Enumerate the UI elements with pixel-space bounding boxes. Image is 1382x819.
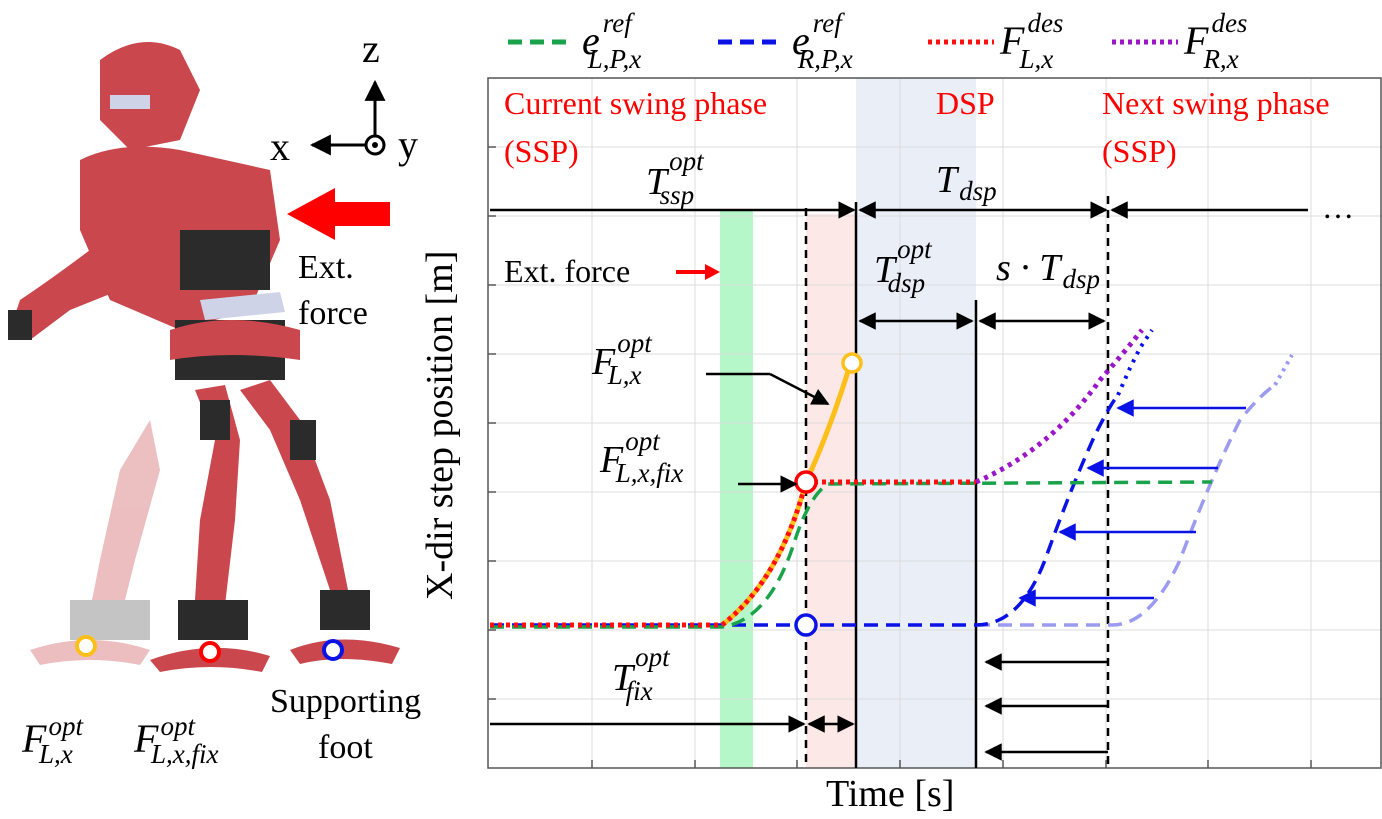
f-right-desired-line (975, 328, 1144, 485)
t-dsp-label: Tdsp (936, 159, 997, 206)
robot-marker-f-fix (199, 641, 221, 663)
robot-marker-f-opt (75, 635, 97, 657)
axis-y-label: y (398, 122, 418, 167)
robot-marker-support (322, 639, 344, 661)
phase-dsp: DSP (936, 85, 995, 121)
robot-arm (8, 250, 120, 340)
ext-force-plot-arrowhead-icon (705, 264, 720, 280)
ext-force-band (720, 210, 753, 768)
duration-arrows (490, 201, 1308, 733)
ellipsis: … (1322, 189, 1354, 225)
t-fix-opt-label: Topt fix (612, 642, 671, 706)
t-ssp-opt-label: Topt ssp (646, 146, 705, 210)
f-opt-annotation: Fopt L,x (591, 328, 653, 390)
fix-band (806, 214, 856, 768)
grid (488, 78, 1382, 768)
support-leg (240, 380, 400, 664)
ext-force-plot-label: Ext. force (504, 253, 630, 289)
ghost-right-trajectory (976, 383, 1276, 627)
robot-support-line1: Supporting (270, 683, 421, 720)
ghost-right-trajectory-tail (1273, 354, 1294, 386)
robot-ext-force-line1: Ext. (298, 249, 354, 286)
next-step-shift-arrows (1018, 399, 1246, 607)
coordinate-frame: z x y (270, 26, 418, 169)
legend-entry-e-left: e ref L,P,x (582, 8, 641, 74)
axis-z-label: z (362, 26, 380, 71)
robot-label-f-opt: Fopt L,x (21, 711, 84, 769)
phase-current-line1: Current swing phase (504, 85, 767, 121)
ghost-swing-leg (30, 420, 160, 665)
axis-ticks (488, 146, 1312, 768)
support-foot-marker (794, 613, 818, 637)
legend-entry-e-right: e ref R,P,x (792, 8, 853, 74)
y-axis-label: X-dir step position [m] (419, 251, 461, 600)
phase-next-line2: (SSP) (1102, 133, 1177, 169)
robot-ext-force-line2: force (298, 295, 368, 332)
plot-area: Current swing phase (SSP) DSP Next swing… (419, 77, 1382, 815)
time-shift-arrows (984, 653, 1108, 761)
f-left-desired-line (490, 479, 976, 628)
f-opt-marker (841, 352, 863, 374)
robot-head (100, 42, 200, 150)
s-t-dsp-label: s · Tdsp (996, 247, 1100, 294)
robot-label-f-fix: Fopt L,x,fix (133, 711, 218, 769)
ext-force-arrow-icon (287, 188, 390, 240)
x-axis-label: Time [s] (826, 773, 954, 815)
phase-current-line2: (SSP) (504, 133, 579, 169)
robot-torso (80, 146, 300, 380)
f-fix-marker (794, 470, 818, 494)
phase-next-line1: Next swing phase (1102, 85, 1330, 121)
robot-support-line2: foot (318, 729, 373, 766)
e-right-reference-line (490, 393, 1120, 627)
e-left-reference-line (490, 480, 1213, 629)
t-dsp-opt-label: Topt dsp (874, 234, 933, 298)
axis-x-label: x (270, 124, 290, 169)
robot-illustration: z x y Ext. force Fopt L,x Fopt L,x,fix Sup… (8, 26, 421, 769)
swing-leg (150, 385, 270, 672)
f-opt-fix-annotation: Fopt L,x,fix (599, 426, 683, 488)
e-right-reference-tail (1116, 328, 1154, 396)
